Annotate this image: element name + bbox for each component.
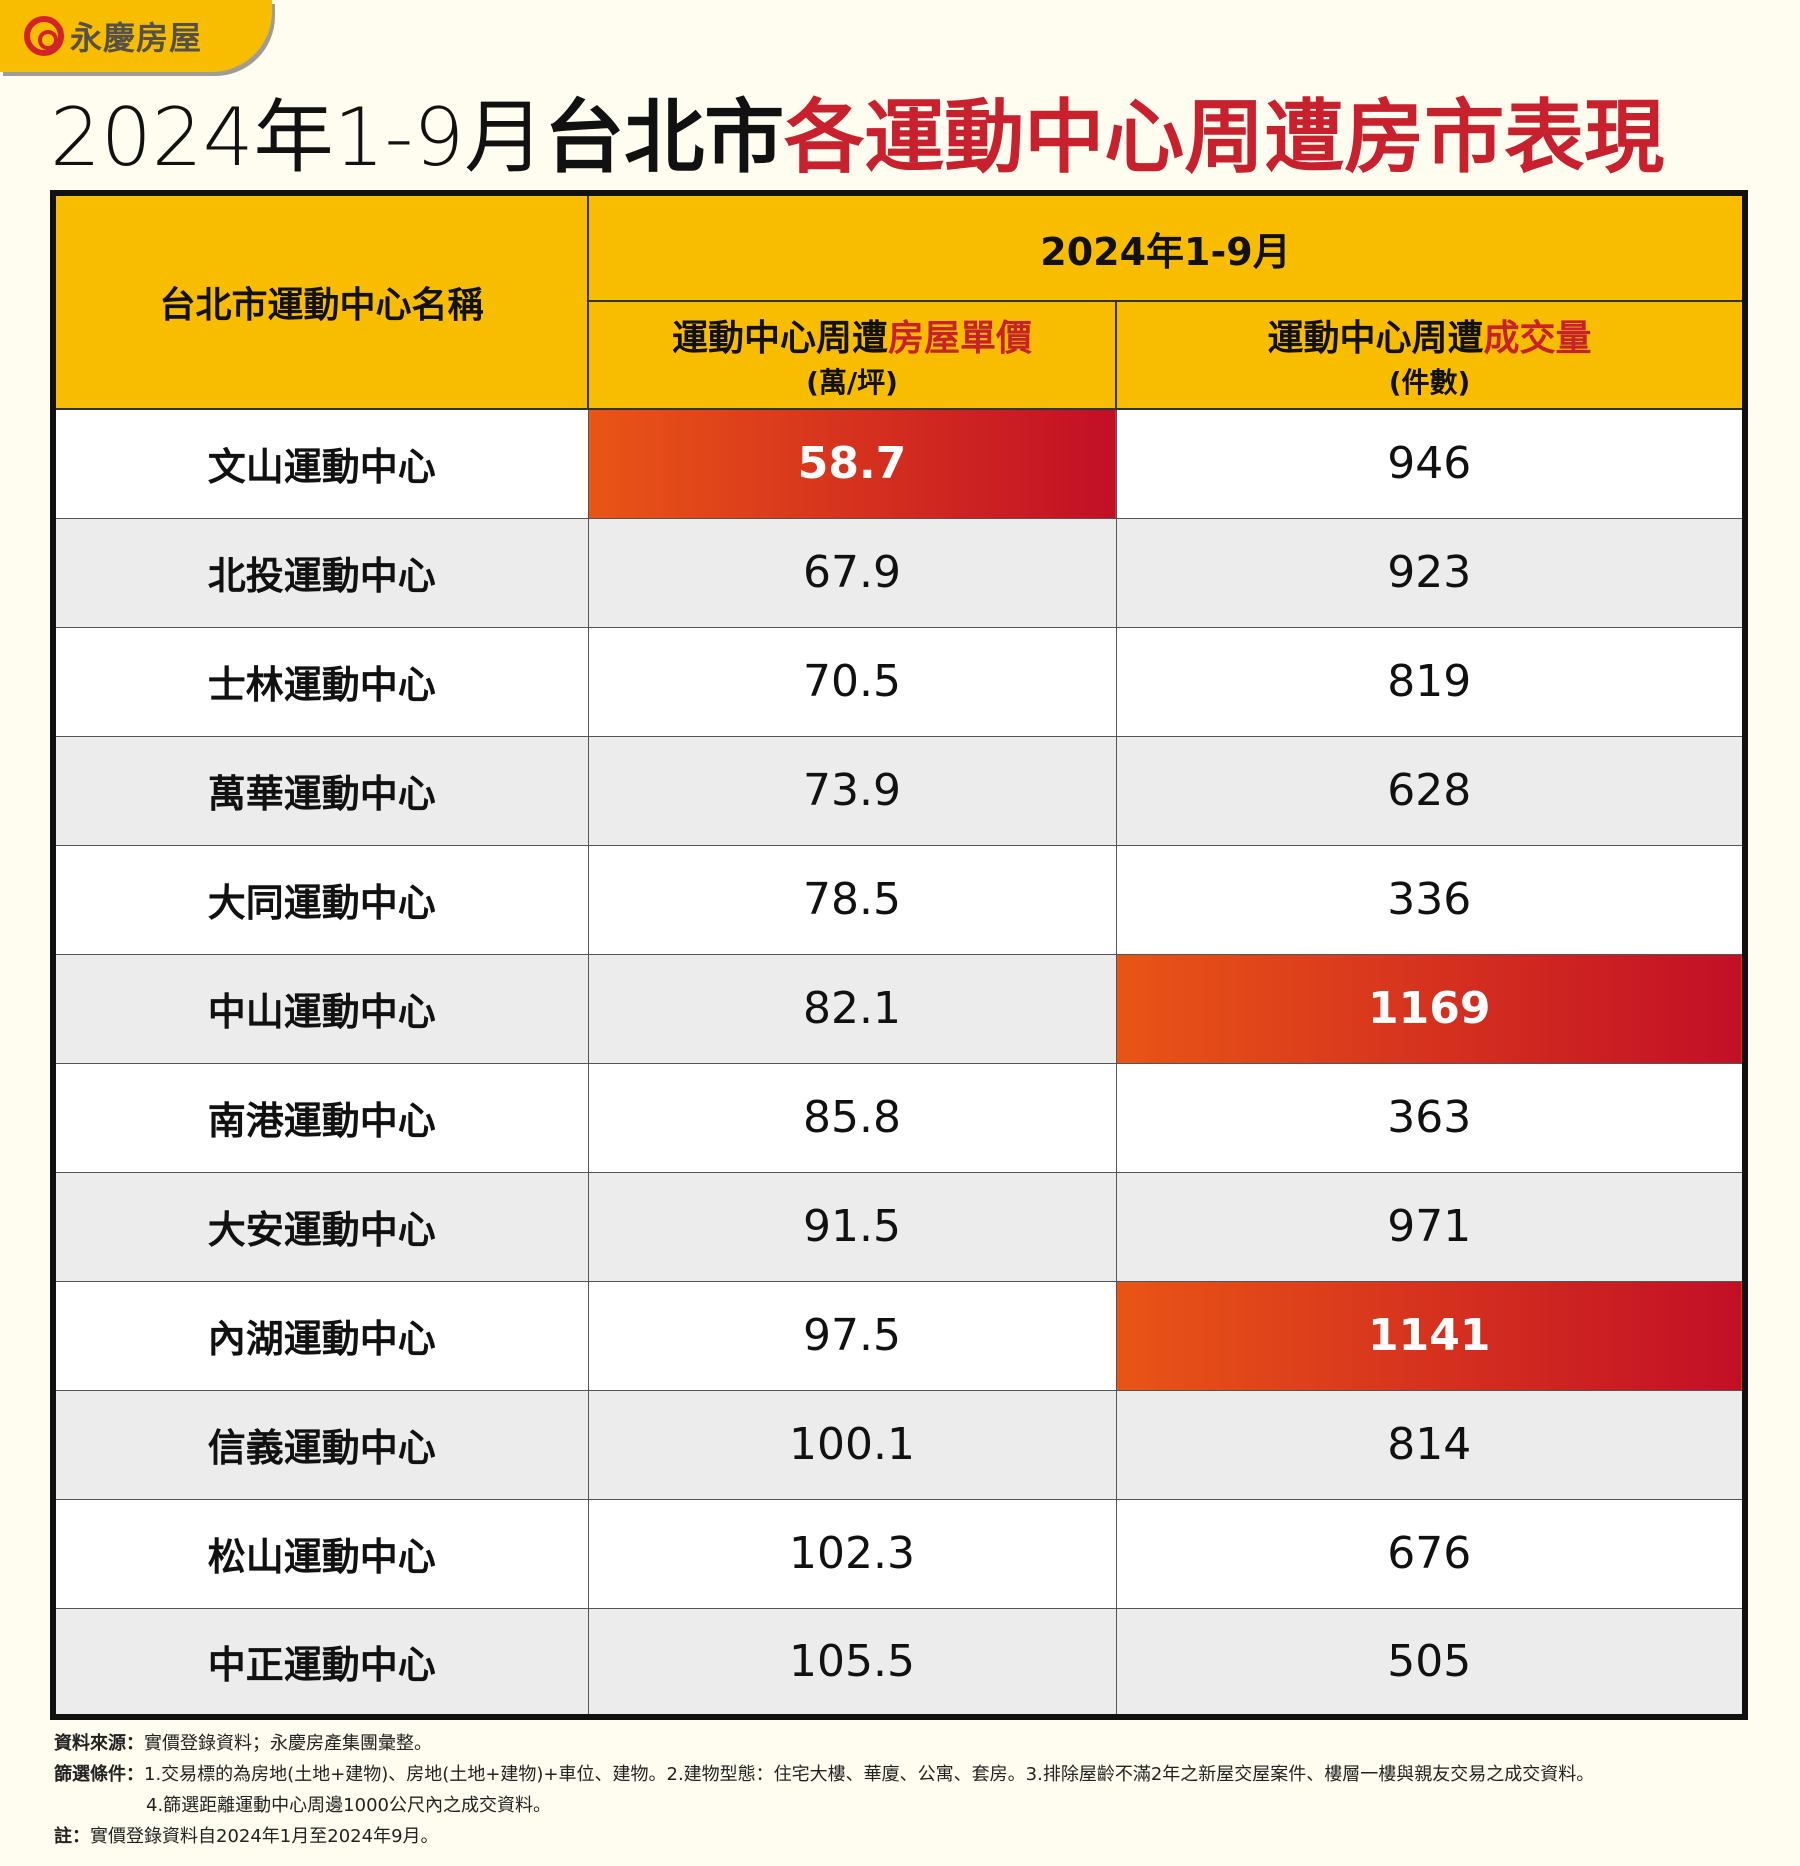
table-row: 南港運動中心 85.8 363 <box>52 1062 1746 1173</box>
volume-header-unit: (件數) <box>1388 366 1471 399</box>
filter-line-2: 4.篩選距離運動中心周邊1000公尺內之成交資料。 <box>146 1795 551 1816</box>
center-name: 中山運動中心 <box>52 953 589 1064</box>
note-label: 註： <box>54 1826 90 1847</box>
unit-price: 85.8 <box>587 1062 1117 1173</box>
transaction-volume: 1169 <box>1115 953 1746 1064</box>
center-name: 北投運動中心 <box>52 517 589 628</box>
table-row: 北投運動中心 67.9 923 <box>52 517 1746 628</box>
source-label: 資料來源： <box>54 1733 144 1754</box>
unit-price: 105.5 <box>587 1607 1117 1718</box>
unit-price: 78.5 <box>587 844 1117 955</box>
center-name: 大同運動中心 <box>52 844 589 955</box>
center-name: 中正運動中心 <box>52 1607 589 1718</box>
center-name: 信義運動中心 <box>52 1389 589 1500</box>
center-name: 萬華運動中心 <box>52 735 589 846</box>
volume-header: 運動中心周遭成交量 (件數) <box>1115 300 1746 410</box>
transaction-volume: 628 <box>1115 735 1746 846</box>
table-row: 大安運動中心 91.5 971 <box>52 1171 1746 1282</box>
unit-price: 102.3 <box>587 1498 1117 1609</box>
volume-header-highlight: 成交量 <box>1483 318 1592 359</box>
source-text: 實價登錄資料；永慶房產集團彙整。 <box>144 1733 432 1754</box>
volume-header-prefix: 運動中心周遭 <box>1267 318 1484 359</box>
transaction-volume: 814 <box>1115 1389 1746 1500</box>
unit-price: 58.7 <box>587 408 1117 519</box>
transaction-volume: 819 <box>1115 626 1746 737</box>
brand-name: 永慶房屋 <box>70 19 203 57</box>
price-header-unit: (萬/坪) <box>806 366 898 399</box>
note-text: 實價登錄資料自2024年1月至2024年9月。 <box>90 1826 439 1847</box>
table-row: 大同運動中心 78.5 336 <box>52 844 1746 955</box>
title-period: 2024年1-9月 <box>50 91 545 184</box>
transaction-volume: 676 <box>1115 1498 1746 1609</box>
source-line: 資料來源：實價登錄資料；永慶房產集團彙整。 <box>54 1728 1594 1759</box>
price-header-highlight: 房屋單價 <box>888 318 1033 359</box>
brand-logo: 永慶房屋 <box>0 0 272 72</box>
center-name: 文山運動中心 <box>52 408 589 519</box>
transaction-volume: 946 <box>1115 408 1746 519</box>
center-name: 南港運動中心 <box>52 1062 589 1173</box>
price-header-prefix: 運動中心周遭 <box>671 318 888 359</box>
price-header: 運動中心周遭房屋單價 (萬/坪) <box>587 300 1117 410</box>
data-table: 台北市運動中心名稱 2024年1-9月 運動中心周遭房屋單價 (萬/坪) 運動中… <box>50 190 1748 1720</box>
transaction-volume: 505 <box>1115 1607 1746 1718</box>
note-line: 註：實價登錄資料自2024年1月至2024年9月。 <box>54 1821 1594 1852</box>
transaction-volume: 336 <box>1115 844 1746 955</box>
table-row: 松山運動中心 102.3 676 <box>52 1498 1746 1609</box>
footer-notes: 資料來源：實價登錄資料；永慶房產集團彙整。 篩選條件：1.交易標的為房地(土地+… <box>54 1728 1594 1852</box>
unit-price: 82.1 <box>587 953 1117 1064</box>
brand-logo-icon <box>24 16 64 56</box>
col-name-header: 台北市運動中心名稱 <box>52 192 589 410</box>
table-row: 士林運動中心 70.5 819 <box>52 626 1746 737</box>
table-row: 信義運動中心 100.1 814 <box>52 1389 1746 1500</box>
filter-text-1: 1.交易標的為房地(土地+建物)、房地(土地+建物)+車位、建物。2.建物型態：… <box>144 1764 1595 1785</box>
filter-line: 篩選條件：1.交易標的為房地(土地+建物)、房地(土地+建物)+車位、建物。2.… <box>54 1759 1594 1790</box>
center-name: 松山運動中心 <box>52 1498 589 1609</box>
filter-label: 篩選條件： <box>54 1764 144 1785</box>
table-row: 中山運動中心 82.1 1169 <box>52 953 1746 1064</box>
table-row: 內湖運動中心 97.5 1141 <box>52 1280 1746 1391</box>
unit-price: 70.5 <box>587 626 1117 737</box>
transaction-volume: 971 <box>1115 1171 1746 1282</box>
table-row: 萬華運動中心 73.9 628 <box>52 735 1746 846</box>
center-name: 大安運動中心 <box>52 1171 589 1282</box>
unit-price: 100.1 <box>587 1389 1117 1500</box>
unit-price: 91.5 <box>587 1171 1117 1282</box>
title-city: 台北市 <box>544 91 785 184</box>
page-title: 2024年1-9月台北市各運動中心周遭房市表現 <box>50 88 1664 188</box>
table-row: 中正運動中心 105.5 505 <box>52 1607 1746 1718</box>
table-row: 文山運動中心 58.7 946 <box>52 408 1746 519</box>
center-name: 士林運動中心 <box>52 626 589 737</box>
unit-price: 97.5 <box>587 1280 1117 1391</box>
transaction-volume: 363 <box>1115 1062 1746 1173</box>
transaction-volume: 923 <box>1115 517 1746 628</box>
transaction-volume: 1141 <box>1115 1280 1746 1391</box>
unit-price: 67.9 <box>587 517 1117 628</box>
period-header: 2024年1-9月 <box>587 192 1746 302</box>
unit-price: 73.9 <box>587 735 1117 846</box>
title-subject: 各運動中心周遭房市表現 <box>784 91 1665 184</box>
center-name: 內湖運動中心 <box>52 1280 589 1391</box>
